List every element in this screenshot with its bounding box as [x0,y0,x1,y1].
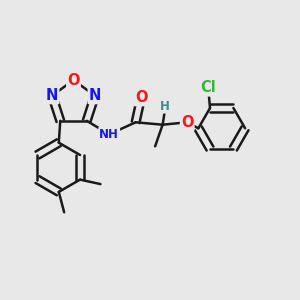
Text: O: O [67,73,80,88]
Text: N: N [89,88,101,103]
Text: N: N [46,88,58,103]
Text: O: O [135,90,147,105]
Text: H: H [160,100,170,112]
Text: Cl: Cl [201,80,216,95]
Text: NH: NH [99,128,119,141]
Text: O: O [181,115,194,130]
